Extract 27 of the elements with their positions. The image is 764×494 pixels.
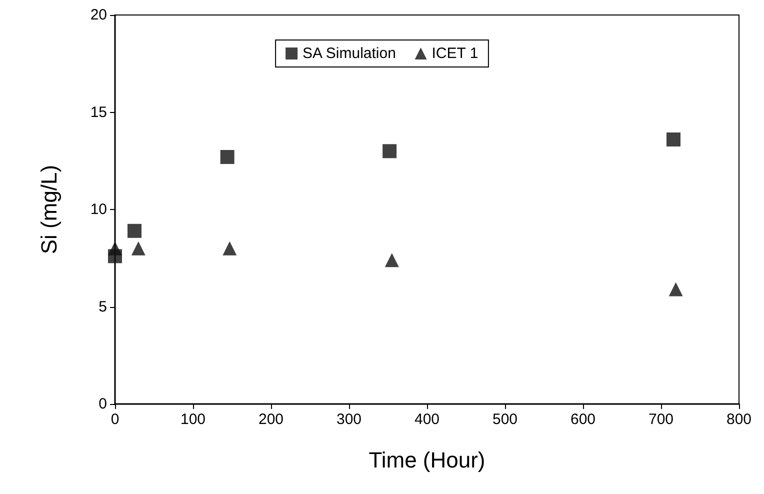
x-tick-label: 300 — [336, 411, 362, 428]
y-tick-label: 15 — [90, 104, 107, 121]
point — [222, 241, 237, 256]
y-axis-title: Si (mg/L) — [36, 164, 62, 254]
point — [220, 150, 234, 164]
legend-label: ICET 1 — [432, 45, 478, 62]
point — [131, 241, 146, 256]
point — [128, 224, 142, 238]
x-tick-label: 200 — [258, 411, 284, 428]
point — [384, 253, 399, 268]
x-tick-label: 400 — [414, 411, 440, 428]
y-tick-label: 10 — [90, 201, 107, 218]
legend-label: SA Simulation — [302, 45, 396, 62]
x-tick-label: 100 — [180, 411, 206, 428]
point — [668, 282, 683, 296]
x-tick-label: 600 — [570, 411, 596, 428]
x-axis-title: Time (Hour) — [368, 448, 486, 472]
point — [108, 241, 122, 256]
y-tick-label: 0 — [98, 396, 107, 412]
x-tick-label: 700 — [648, 411, 674, 428]
x-tick-label: 800 — [726, 411, 752, 428]
x-tick-label: 0 — [110, 411, 120, 428]
y-tick-label: 20 — [90, 6, 107, 24]
x-tick-label: 500 — [492, 411, 518, 428]
point — [666, 132, 680, 146]
point — [382, 144, 397, 158]
y-tick-label: 5 — [98, 298, 107, 316]
